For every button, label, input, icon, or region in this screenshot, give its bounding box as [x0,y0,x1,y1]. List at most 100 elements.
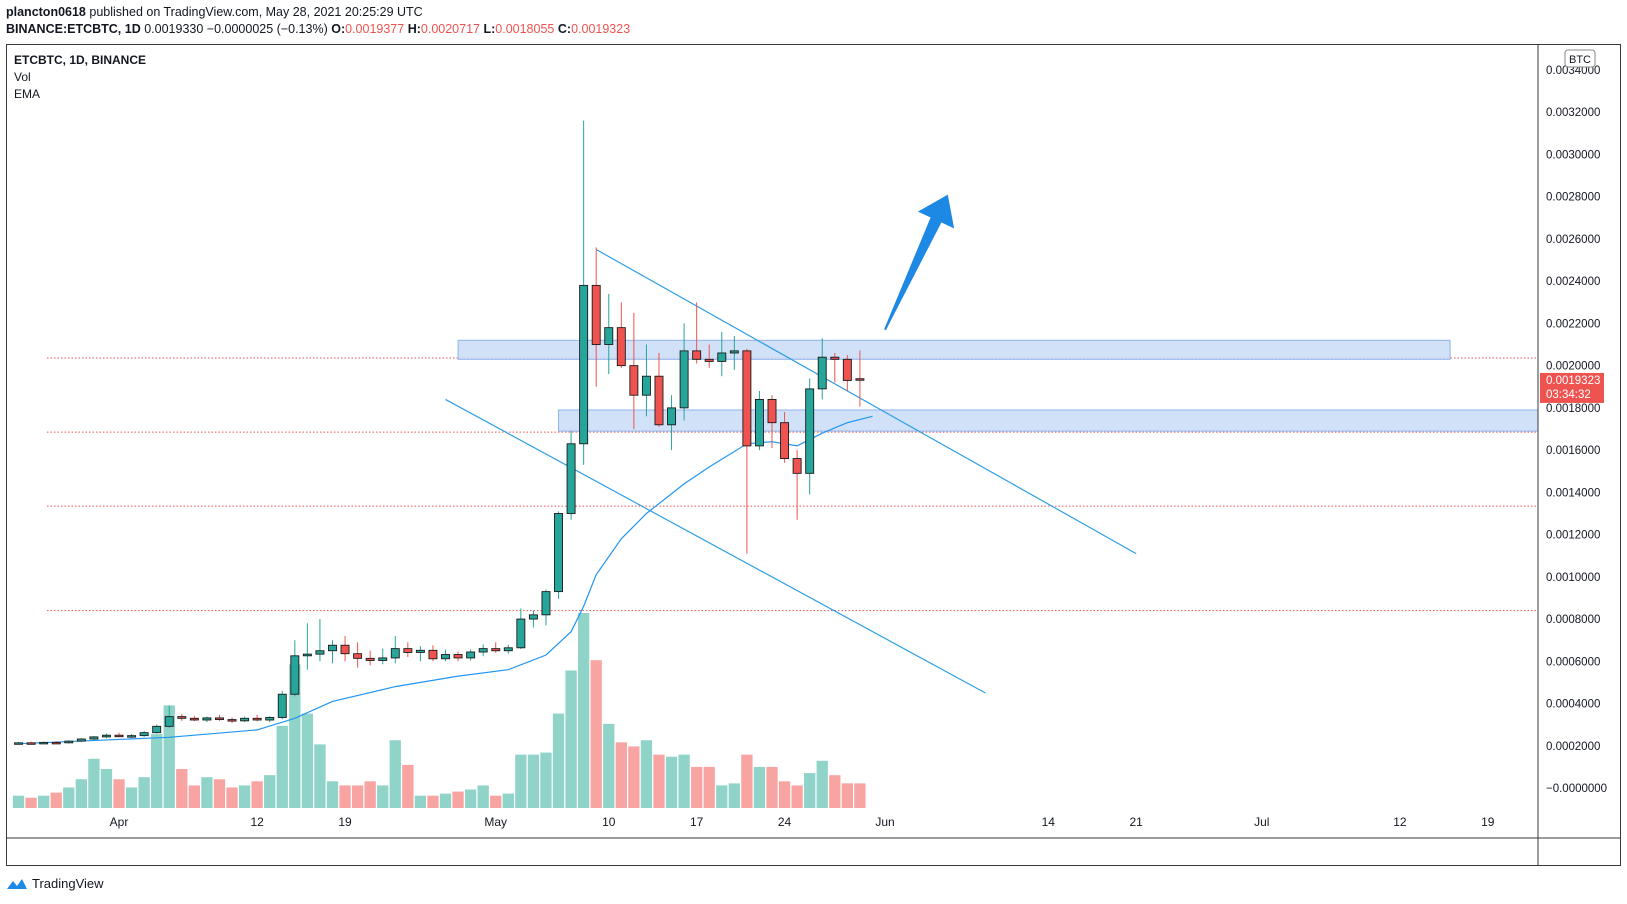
candle [805,378,815,495]
candle-body [240,717,250,722]
candle-body [742,350,752,447]
volume-bar [816,760,828,808]
candle-body [403,648,413,653]
volume-bar [628,746,640,808]
candle-body [365,657,375,661]
candle [189,715,199,722]
candle [692,302,702,364]
candle-body [704,358,714,362]
candle-body [830,356,840,360]
candle-body [390,648,400,659]
volume-bars [12,613,866,808]
candle [654,352,664,427]
volume-bar [50,792,62,808]
candle [365,650,375,666]
candle [554,511,563,599]
volume-bar [351,785,364,808]
volume-bar [176,769,188,808]
volume-bar [201,777,213,808]
candle-body [101,734,111,738]
candle-body [641,375,651,396]
candle [340,635,350,662]
date-tick-label: 14 [1042,815,1056,829]
candle [127,733,137,739]
date-tick-label: 12 [250,815,264,829]
volume-bar [339,785,351,808]
candle [516,608,526,650]
candle-body [14,742,24,745]
volume-bar [829,775,841,808]
candle-body [717,352,727,362]
candle [277,690,287,720]
volume-bar [515,754,527,808]
up-arrow-icon [884,194,955,331]
candle-body [780,422,790,460]
publish-header: plancton0618 published on TradingView.co… [6,4,630,44]
volume-bar [590,660,602,808]
price-tick-label: 0.0010000 [1546,572,1600,584]
candle [830,352,840,383]
volume-bar [477,785,489,808]
volume-bar [741,754,753,808]
volume-bar [691,766,703,808]
candle-body [39,741,49,745]
tradingview-logo-icon[interactable] [6,877,28,891]
candle-body [453,654,463,659]
candle [616,302,626,368]
price-tick-label: 0.0016000 [1546,445,1600,457]
candle [767,395,777,449]
candle [26,741,36,745]
candle-body [302,653,312,657]
legend-ema[interactable]: EMA [14,87,40,101]
candle [428,645,438,662]
candle-body [554,513,563,593]
candle-body [679,350,689,409]
candle-body [277,693,287,718]
footer-brand[interactable]: TradingView [32,876,104,891]
candle-body [76,738,86,742]
legend-vol[interactable]: Vol [14,70,31,84]
volume-bar [364,781,376,808]
candle [792,450,802,520]
volume-bar [527,754,540,808]
price-tick-label: 0.0008000 [1546,614,1600,626]
candle-body [591,284,601,345]
volume-bar [276,725,288,808]
date-tick-label: 24 [778,815,792,829]
candle-body [215,717,224,721]
volume-bar [25,797,37,808]
volume-bar [226,787,238,808]
volume-bar [389,740,401,808]
candle-body [616,327,626,367]
candle-body [415,649,425,653]
last-price-badge: 0.0019323 03:34:32 [1540,372,1604,403]
publisher-name[interactable]: plancton0618 [6,5,86,19]
candle-body [378,657,388,661]
candle [177,714,187,721]
candle [855,350,865,407]
volume-bar [125,787,138,808]
currency-badge[interactable]: BTC [1564,49,1596,68]
volume-bar [502,793,514,808]
date-tick-label: Jun [875,815,894,829]
candle-body [189,717,199,721]
candle [227,717,237,723]
date-tick-label: 10 [602,815,616,829]
volume-bar [402,764,414,808]
volume-bar [439,793,452,808]
candle-body [139,732,149,737]
price-tick-label: 0.0020000 [1546,361,1600,373]
volume-bar [38,795,50,808]
candle [353,642,363,668]
volume-bar [703,766,715,808]
date-tick-label: 12 [1393,815,1407,829]
candle [240,716,250,723]
candle [503,644,513,654]
last-price: 0.0019330 [144,22,204,36]
candle [89,736,99,741]
candle [679,323,689,421]
candle-body [855,378,865,381]
volume-bar [238,785,251,808]
candle [754,390,764,451]
